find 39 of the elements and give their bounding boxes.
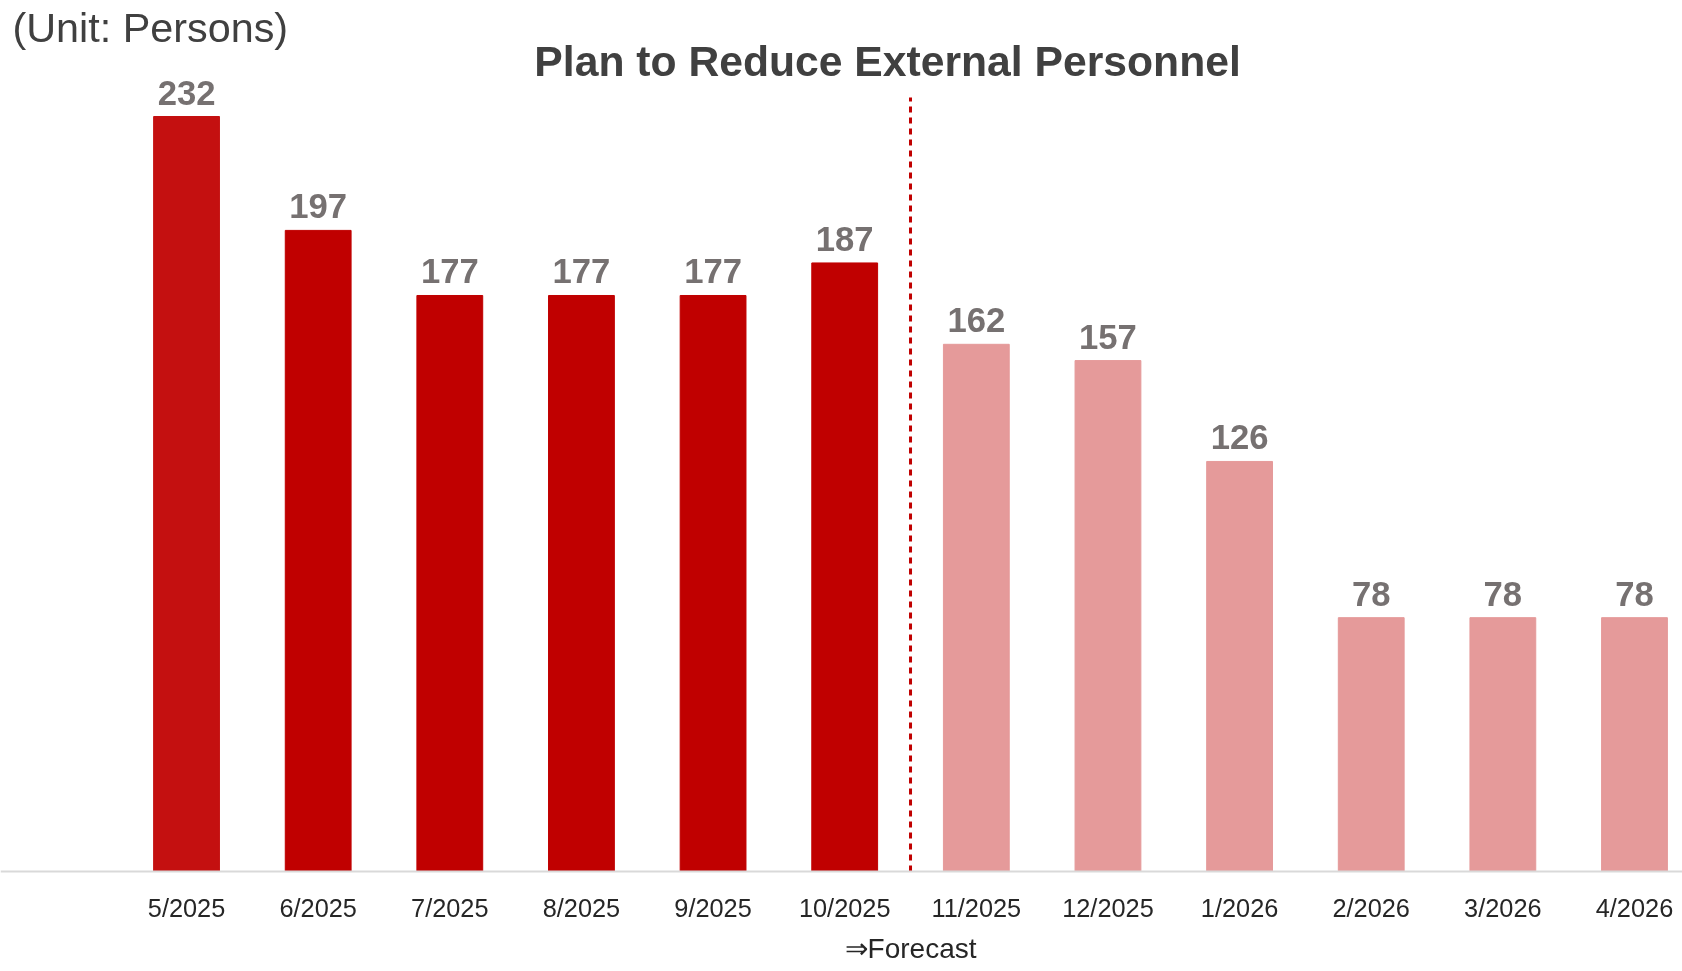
text: (Unit: Persons) xyxy=(12,4,289,51)
bar xyxy=(1206,460,1273,872)
x-tick-label: 3/2026 xyxy=(1464,893,1542,922)
x-tick-label: 4/2026 xyxy=(1595,893,1674,922)
data-label: 78 xyxy=(1351,574,1391,613)
bar xyxy=(1601,617,1668,872)
bar xyxy=(416,294,484,872)
x-tick-label: 2/2026 xyxy=(1332,893,1410,922)
ref-line-label: ⇒Forecast xyxy=(844,932,977,964)
data-label: 187 xyxy=(815,219,874,258)
bar xyxy=(1469,617,1537,872)
x-tick-label: 12/2025 xyxy=(1062,893,1154,922)
x-tick-label: 5/2025 xyxy=(147,893,226,922)
x-tick-label: 7/2025 xyxy=(411,893,489,922)
data-label: 78 xyxy=(1615,574,1654,613)
data-label: 177 xyxy=(552,252,611,291)
data-label: 78 xyxy=(1483,574,1523,613)
bar xyxy=(942,343,1010,872)
bar xyxy=(1337,617,1405,872)
data-label: 232 xyxy=(157,73,216,112)
bar xyxy=(1074,360,1142,872)
chart-title: Plan to Reduce External Personnel xyxy=(534,36,1241,85)
bar xyxy=(679,294,747,872)
data-label: 157 xyxy=(1079,317,1137,356)
x-tick-label: 8/2025 xyxy=(542,893,621,922)
data-label: 177 xyxy=(684,252,742,291)
data-label: 162 xyxy=(947,301,1006,340)
x-tick-label: 6/2025 xyxy=(279,893,357,922)
x-tick-label: 1/2026 xyxy=(1200,893,1279,922)
bar xyxy=(811,262,879,872)
x-tick-label: 11/2025 xyxy=(931,893,1022,922)
x-tick-label: 9/2025 xyxy=(674,893,752,922)
data-label: 126 xyxy=(1210,418,1269,457)
data-label: 177 xyxy=(420,252,479,291)
bar xyxy=(284,229,352,872)
bar xyxy=(153,116,220,872)
data-label: 197 xyxy=(289,187,348,226)
bar xyxy=(548,294,615,872)
x-tick-label: 10/2025 xyxy=(798,893,891,922)
